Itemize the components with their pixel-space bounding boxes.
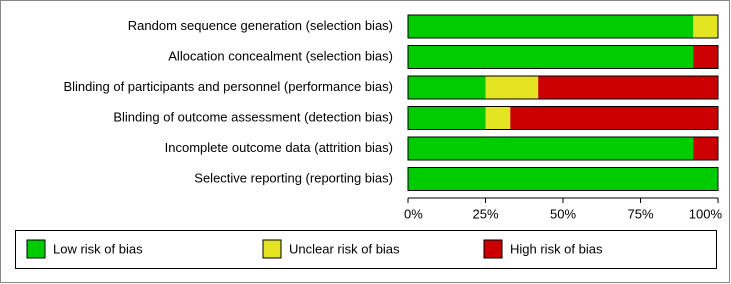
x-tick-label: 25% [472,206,498,221]
bar-segment [485,106,511,130]
bar-segment [408,167,718,191]
bar-outline [407,106,719,130]
category-label: Allocation concealment (selection bias) [168,48,393,63]
bar-outline [407,75,719,100]
legend-label: Low risk of bias [53,241,143,256]
category-label: Blinding of outcome assessment (detectio… [113,109,393,124]
x-tick-label: 100% [689,206,723,221]
legend-label: Unclear risk of bias [289,241,400,256]
category-label: Random sequence generation (selection bi… [128,18,393,33]
bar-segment [510,106,718,130]
bar-segment [408,76,486,99]
bar-segment [693,45,718,69]
legend-swatch [26,239,46,259]
bar-segment [693,137,718,160]
category-label: Blinding of participants and personnel (… [63,79,393,94]
bar-segment [408,106,486,130]
bar-outline [407,136,719,161]
x-tick-label: 75% [627,206,653,221]
bar-segment [538,76,718,99]
bar-outline [407,14,719,39]
x-tick-label: 0% [404,206,423,221]
bar-segment [408,137,694,160]
legend-swatch [262,239,282,259]
bar-outline [407,45,719,69]
category-label: Selective reporting (reporting bias) [194,170,393,185]
bar-outline [407,167,719,191]
bar-segment [408,45,694,69]
legend-label: High risk of bias [510,241,603,256]
bar-segment [485,76,539,99]
bar-segment [693,15,718,38]
legend-box [15,230,717,269]
legend-swatch [483,239,503,259]
category-label: Incomplete outcome data (attrition bias) [165,140,393,155]
x-tick-label: 50% [550,206,576,221]
bar-segment [408,15,694,38]
